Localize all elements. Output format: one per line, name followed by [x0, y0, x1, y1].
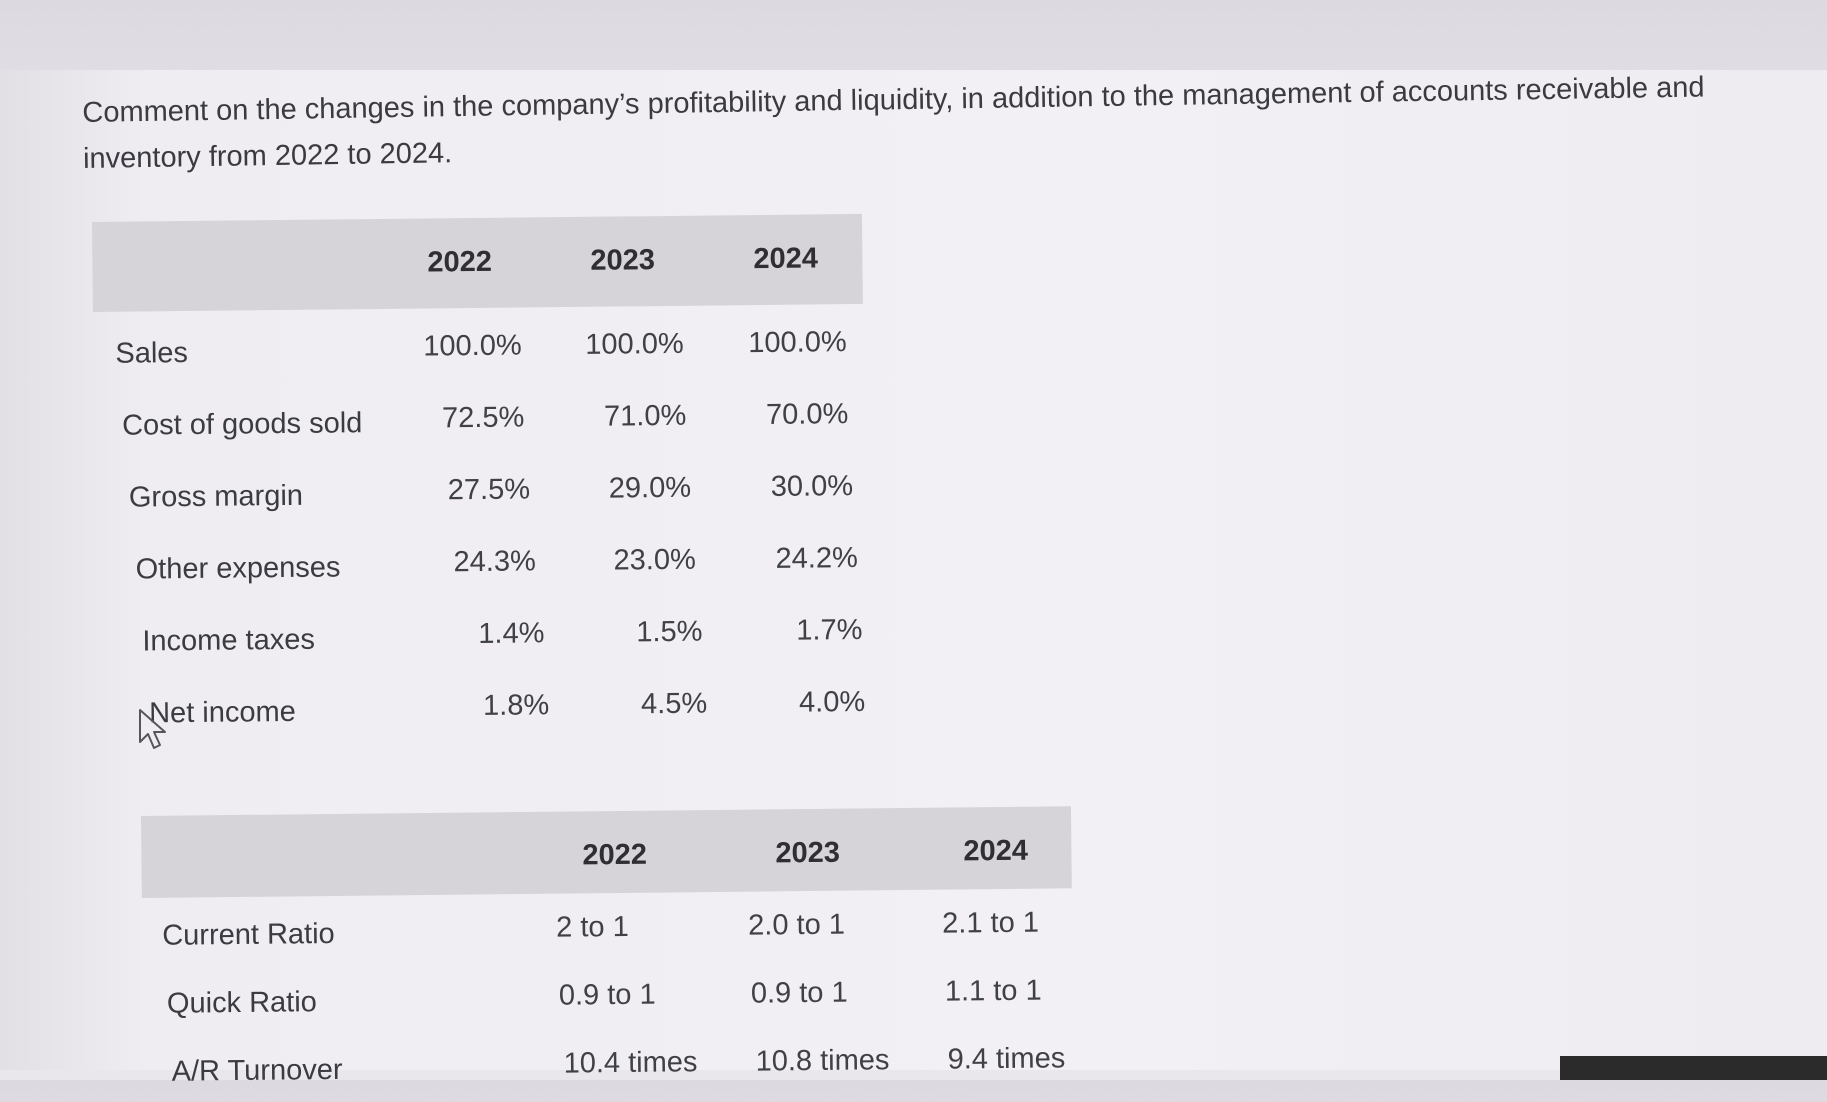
row-value: 100.0%: [423, 329, 522, 363]
row-value: 1.4%: [478, 617, 545, 650]
row-label: Income taxes: [142, 623, 316, 658]
table-row: Income taxes 1.4% 1.5% 1.7%: [96, 592, 867, 672]
row-value: 1.5%: [636, 615, 703, 649]
header-2023: 2023: [775, 836, 841, 870]
taskbar-edge: [1560, 1056, 1827, 1080]
mouse-pointer-icon: [139, 709, 166, 749]
ratios-table: 2022 2023 2024 Current Ratio 2 to 1 2.0 …: [141, 806, 1074, 1102]
table-row: Other expenses 24.3% 23.0% 24.2%: [95, 520, 866, 600]
row-value: 4.5%: [640, 687, 708, 721]
row-value: 2.0 to 1: [748, 908, 846, 942]
table-row: Current Ratio 2 to 1 2.0 to 1 2.1 to 1: [142, 888, 1073, 966]
table-header: 2022 2023 2024: [92, 213, 863, 312]
row-label: Current Ratio: [162, 917, 335, 952]
row-value: 24.2%: [775, 542, 858, 575]
row-value: 10.4 times: [563, 1046, 698, 1080]
row-value: 100.0%: [748, 326, 847, 360]
row-value: 72.5%: [441, 401, 525, 435]
row-label: A/R Turnover: [171, 1053, 343, 1088]
row-value: 23.0%: [613, 543, 696, 577]
row-value: 27.5%: [447, 473, 531, 507]
row-value: 0.9 to 1: [558, 978, 656, 1012]
row-value: 100.0%: [585, 327, 684, 361]
header-2023: 2023: [590, 244, 656, 277]
row-value: 30.0%: [770, 470, 854, 503]
row-value: 1.1 to 1: [944, 974, 1042, 1008]
row-value: 4.0%: [798, 685, 866, 719]
table-header: 2022 2023 2024: [141, 806, 1072, 898]
table-row: Quick Ratio 0.9 to 1 0.9 to 1 1.1 to 1: [143, 956, 1074, 1034]
row-value: 1.7%: [796, 613, 863, 647]
income-statement-table: 2022 2023 2024 Sales 100.0% 100.0% 100.0…: [92, 213, 868, 744]
row-value: 1.8%: [482, 689, 550, 722]
row-value: 70.0%: [765, 398, 849, 431]
row-label: Other expenses: [135, 551, 341, 586]
row-value: 9.4 times: [947, 1042, 1066, 1076]
header-2022: 2022: [427, 245, 493, 279]
table-row: Sales 100.0% 100.0% 100.0%: [93, 304, 864, 384]
row-label: Gross margin: [128, 479, 304, 514]
table-row: A/R Turnover 10.4 times 10.8 times 9.4 t…: [143, 1024, 1074, 1102]
row-value: 71.0%: [603, 399, 687, 433]
row-value: 2 to 1: [556, 910, 629, 944]
row-value: 29.0%: [608, 471, 692, 505]
row-value: 2.1 to 1: [942, 906, 1040, 940]
table-row: Cost of goods sold 72.5% 71.0% 70.0%: [94, 376, 865, 456]
table-row: Net income 1.8% 4.5% 4.0%: [97, 664, 868, 744]
row-label: Quick Ratio: [166, 986, 318, 1020]
row-label: Sales: [115, 337, 189, 370]
header-2024: 2024: [753, 242, 819, 276]
header-2022: 2022: [582, 838, 648, 872]
row-label: Cost of goods sold: [121, 407, 363, 442]
row-value: 0.9 to 1: [750, 976, 848, 1010]
row-value: 10.8 times: [755, 1044, 890, 1078]
header-2024: 2024: [963, 834, 1029, 868]
table-row: Gross margin 27.5% 29.0% 30.0%: [94, 448, 865, 528]
row-value: 24.3%: [453, 545, 536, 579]
